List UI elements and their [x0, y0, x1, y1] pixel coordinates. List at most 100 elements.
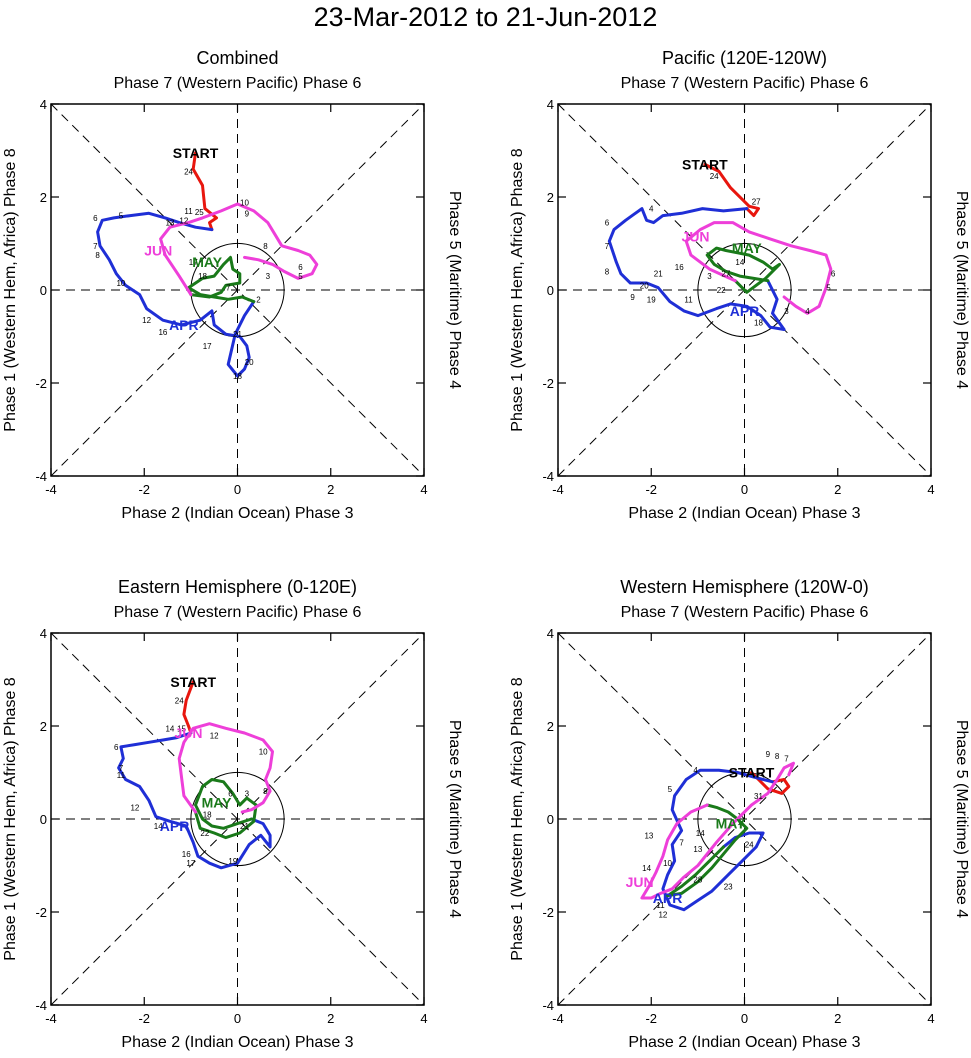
panel-title: Eastern Hemisphere (0-120E) [118, 577, 357, 597]
top-phase-label: Phase 7 (Western Pacific) Phase 6 [621, 75, 869, 92]
right-phase-label: Phase 5 (Maritime) Phase 4 [446, 720, 463, 918]
series-line-apr [607, 207, 786, 331]
x-tick-label: 0 [741, 482, 748, 497]
day-label: 8 [95, 251, 100, 260]
figure-title: 23-Mar-2012 to 21-Jun-2012 [313, 2, 658, 32]
day-label: 12 [210, 731, 219, 740]
day-label: 18 [754, 319, 763, 328]
month-label: START [729, 765, 775, 781]
day-label: 5 [298, 272, 303, 281]
x-tick-label: -4 [552, 1011, 564, 1026]
unit-circle [190, 771, 285, 867]
day-label: 3 [707, 272, 712, 281]
top-phase-label: Phase 7 (Western Pacific) Phase 6 [621, 604, 869, 621]
series-line-jun [640, 761, 795, 900]
day-label: 14 [735, 258, 744, 267]
day-label: 7 [605, 242, 610, 251]
x-tick-label: -2 [138, 1011, 150, 1026]
day-label: 12 [179, 216, 188, 225]
day-label: 5 [826, 284, 831, 293]
series-line-mar [703, 162, 760, 218]
month-label: JUN [144, 242, 172, 258]
x-tick-label: -2 [645, 482, 657, 497]
day-label: 13 [165, 219, 174, 228]
day-label: 24 [710, 172, 719, 181]
day-label: 11 [656, 901, 665, 910]
month-label: MAY [202, 795, 232, 811]
day-label: 24 [745, 841, 754, 850]
day-label: 12 [142, 316, 151, 325]
x-tick-label: 4 [420, 482, 427, 497]
x-tick-label: -2 [138, 482, 150, 497]
x-tick-label: 4 [927, 1011, 934, 1026]
y-tick-label: -4 [35, 469, 47, 484]
day-label: 12 [658, 910, 667, 919]
left-phase-label: Phase 1 (Western Hem, Africa) Phase 8 [2, 148, 19, 431]
y-tick-label: 4 [547, 626, 554, 641]
day-label: 3 [245, 789, 250, 798]
month-label: START [170, 674, 216, 690]
day-label: 15 [177, 724, 186, 733]
y-tick-label: 2 [547, 719, 554, 734]
left-phase-label: Phase 1 (Western Hem, Africa) Phase 8 [509, 148, 526, 431]
series-line-may [194, 778, 258, 840]
series-line-jun [159, 202, 319, 297]
month-label: APR [160, 818, 190, 834]
x-tick-label: -4 [552, 482, 564, 497]
day-label: 17 [186, 859, 195, 868]
day-label: 10 [259, 748, 268, 757]
day-label: 7 [226, 284, 231, 293]
month-label: JUN [626, 874, 654, 890]
day-label: 14 [642, 864, 651, 873]
day-label: 31 [754, 792, 763, 801]
day-label: 6 [93, 214, 98, 223]
day-label: 4 [693, 766, 698, 775]
x-tick-label: 0 [741, 1011, 748, 1026]
month-label: START [173, 145, 219, 161]
series-line-mar [182, 680, 195, 735]
day-label: 6 [831, 270, 836, 279]
left-phase-label: Phase 1 (Western Hem, Africa) Phase 8 [2, 677, 19, 960]
y-tick-label: 2 [547, 190, 554, 205]
day-label: 21 [654, 270, 663, 279]
day-label: 10 [240, 199, 249, 208]
y-tick-label: 4 [40, 97, 47, 112]
day-label: 24 [175, 696, 184, 705]
month-label: MAY [732, 240, 762, 256]
day-label: 6 [605, 219, 610, 228]
series-line-apr [661, 768, 774, 912]
day-label: 6 [114, 743, 119, 752]
day-label: 12 [130, 803, 139, 812]
x-tick-label: 0 [234, 1011, 241, 1026]
month-label: APR [653, 890, 683, 906]
day-label: 3 [784, 307, 789, 316]
x-tick-label: 4 [927, 482, 934, 497]
x-tick-label: -4 [45, 1011, 57, 1026]
day-label: 17 [189, 258, 198, 267]
x-tick-label: -4 [45, 482, 57, 497]
right-phase-label: Phase 5 (Maritime) Phase 4 [446, 191, 463, 389]
month-label: JUN [175, 725, 203, 741]
month-label: APR [169, 317, 199, 333]
day-label: 10 [663, 859, 672, 868]
y-tick-label: -2 [542, 376, 554, 391]
day-label: 21 [240, 822, 249, 831]
month-label: APR [730, 303, 760, 319]
panel-title: Combined [196, 48, 278, 68]
day-label: 7 [119, 764, 124, 773]
month-label: JUN [682, 229, 710, 245]
day-label: 4 [805, 307, 810, 316]
y-tick-label: 0 [547, 283, 554, 298]
day-label: 5 [668, 785, 673, 794]
series-line-may [705, 246, 781, 294]
x-tick-label: 0 [234, 482, 241, 497]
day-label: 5 [119, 212, 124, 221]
day-label: 4 [649, 205, 654, 214]
day-label: 2 [256, 295, 261, 304]
day-label: 27 [752, 198, 761, 207]
series-line-mar [191, 151, 218, 232]
day-label: 18 [198, 272, 207, 281]
day-label: 18 [233, 372, 242, 381]
